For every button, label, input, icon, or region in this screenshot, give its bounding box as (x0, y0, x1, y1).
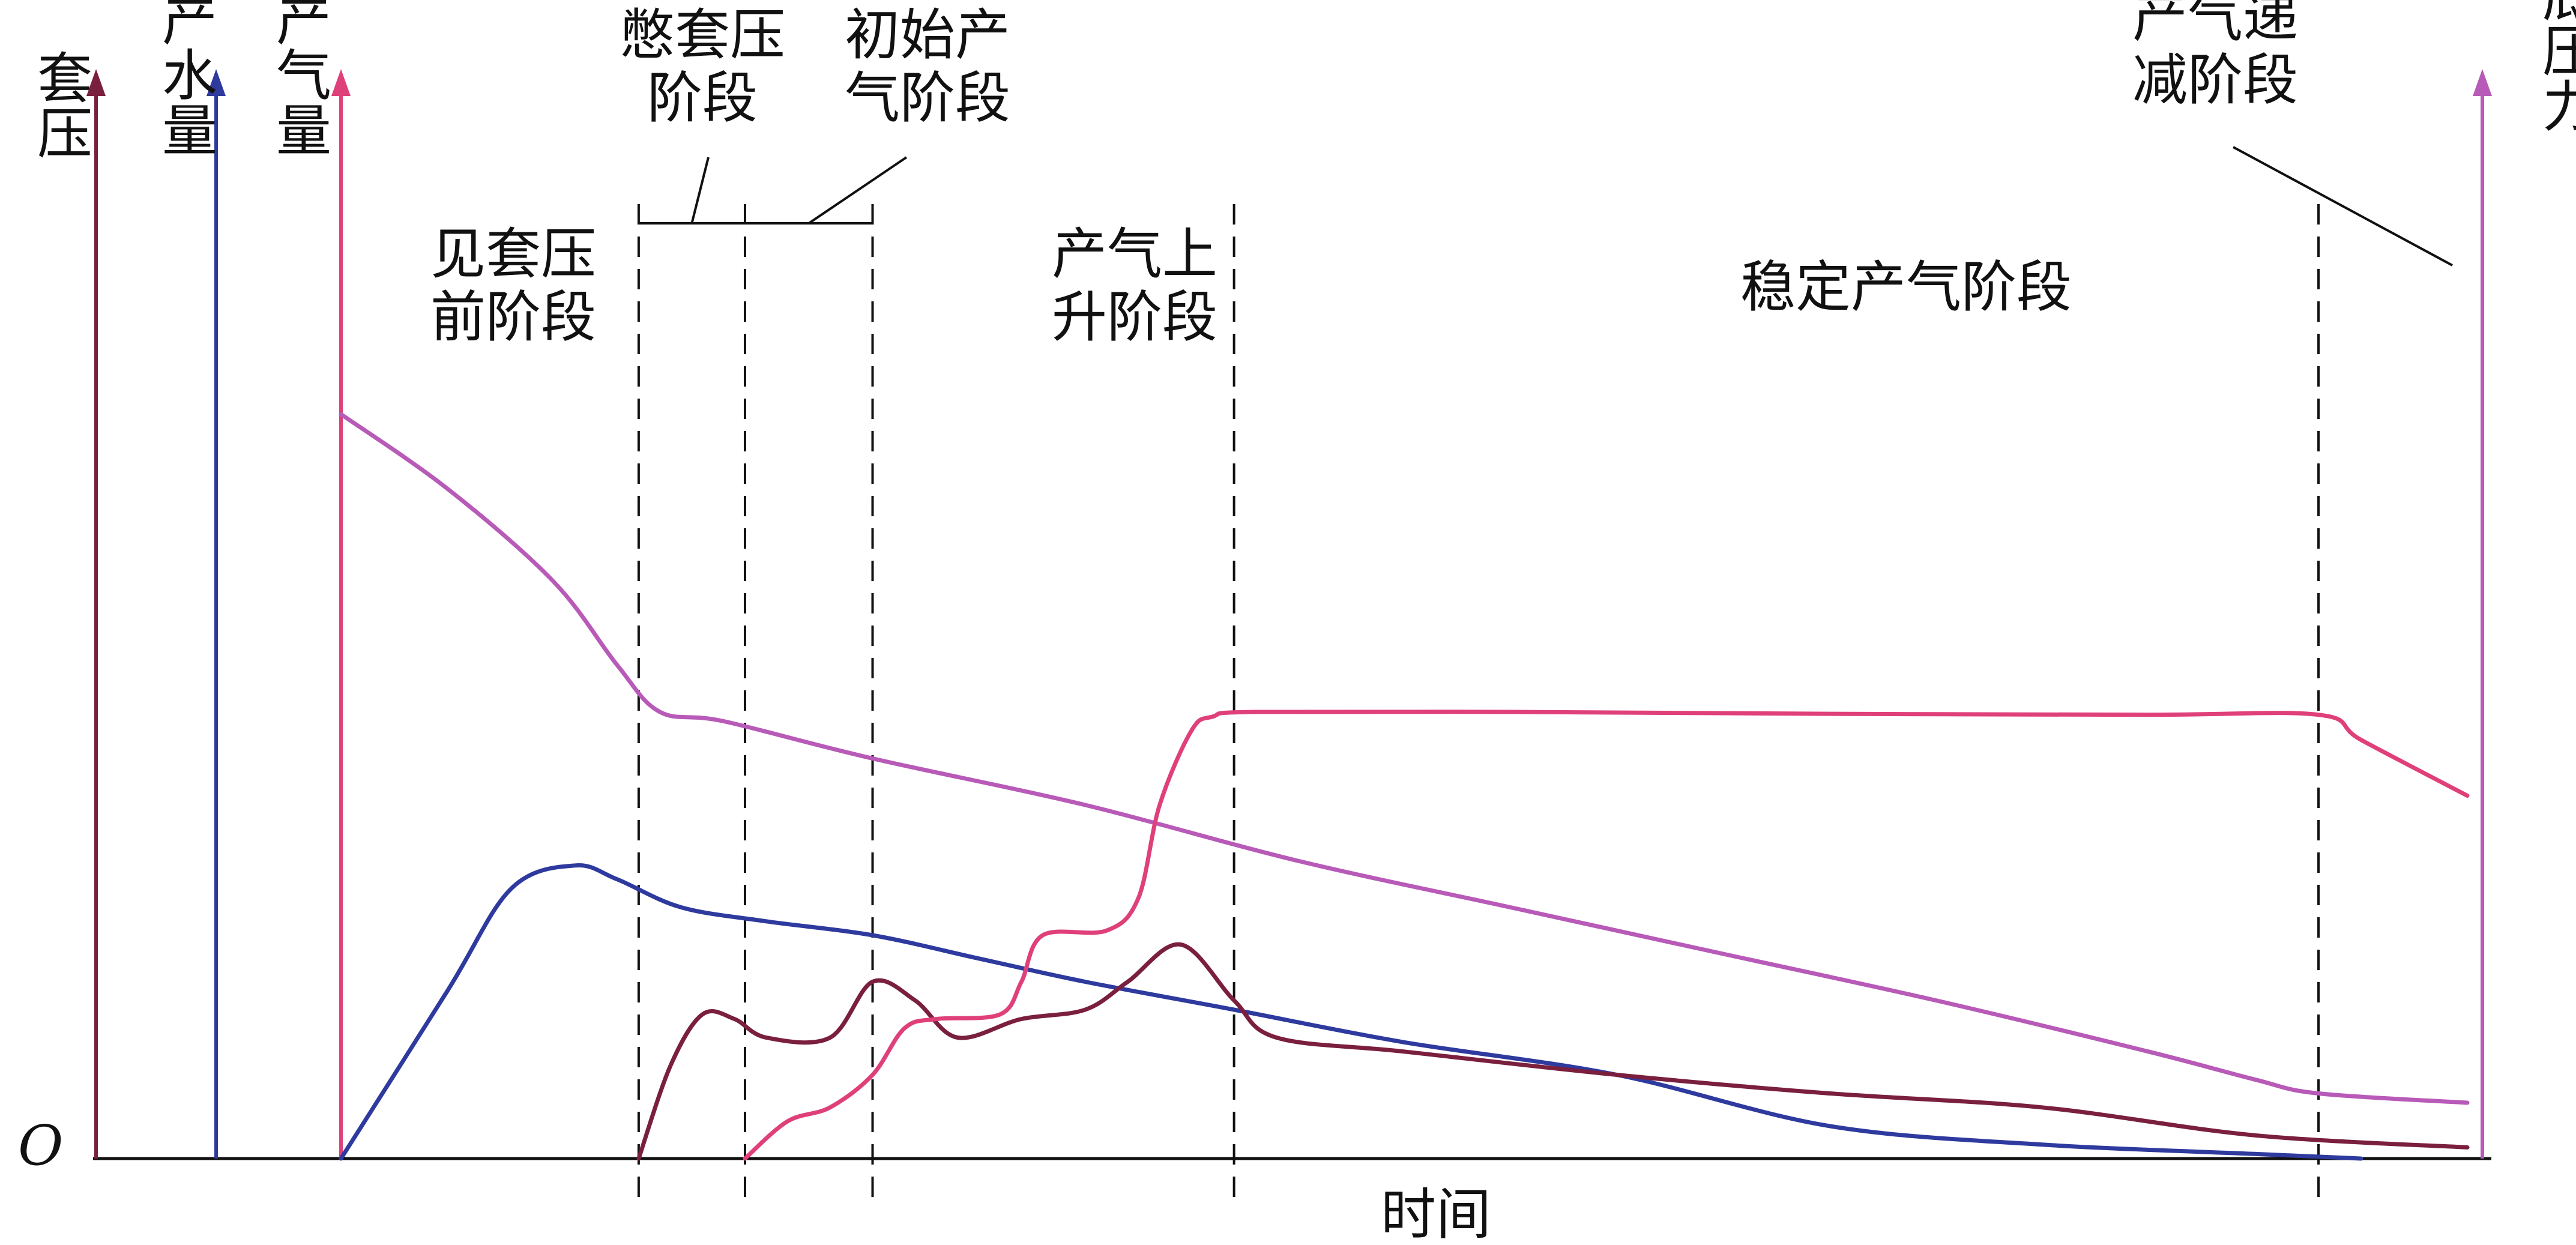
series-line-daily-water (339, 863, 2363, 1161)
stage-label-2: 憋套压阶段 (620, 3, 785, 130)
y-axis-bottomhole-pressure (2473, 69, 2492, 1159)
leader-stage-2 (690, 157, 710, 224)
axis-label-casing-pressure: 套压 (37, 47, 92, 166)
origin-label: O (18, 1114, 63, 1178)
y-axis-daily-water (207, 69, 226, 1159)
arrow-up-icon (86, 69, 106, 96)
arrow-up-icon (331, 69, 351, 96)
series-line-casing-pressure (636, 942, 2470, 1161)
y-axis-casing-pressure (86, 69, 106, 1159)
x-axis-label: 时间 (1381, 1183, 1491, 1245)
axis-label-bottomhole-pressure: 井底压力 (2542, 0, 2576, 139)
leader-stage-6 (2233, 146, 2453, 267)
stage-label-3: 初始产气阶段 (845, 3, 1010, 130)
stage-label-6: 产气递减阶段 (2132, 0, 2298, 112)
arrow-up-icon (2473, 69, 2492, 96)
stage-label-5: 稳定产气阶段 (1740, 255, 2072, 319)
stage-label-leaders (638, 146, 2453, 267)
series-line-daily-gas (743, 709, 2470, 1161)
stage-boundaries (637, 204, 2320, 1198)
axis-label-daily-water: 日产水量 (162, 0, 217, 163)
stage-label-4: 产气上升阶段 (1052, 222, 1217, 349)
y-axis-daily-gas (331, 69, 351, 1159)
axis-label-daily-gas: 日产气量 (276, 0, 331, 163)
leader-stage-3 (808, 156, 908, 225)
arrow-up-icon (207, 69, 226, 96)
stage-label-1: 见套压前阶段 (430, 222, 596, 349)
series-line-bottomhole-pressure (339, 412, 2470, 1105)
series-lines (339, 412, 2470, 1161)
